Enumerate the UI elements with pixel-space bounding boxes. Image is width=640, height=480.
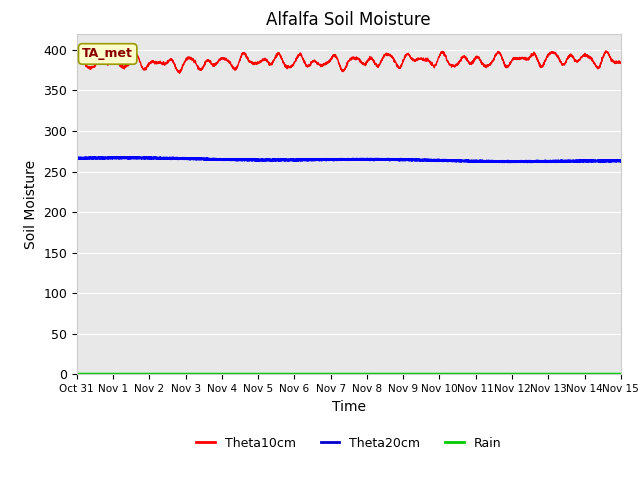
Y-axis label: Soil Moisture: Soil Moisture [24, 159, 38, 249]
Rain [617, 371, 625, 376]
Theta10cm [548, 49, 556, 55]
Theta10cm [175, 70, 183, 76]
Line: Theta20cm: Theta20cm [77, 157, 621, 162]
Theta20cm [282, 157, 289, 163]
X-axis label: Time: Time [332, 400, 366, 414]
Rain [167, 371, 175, 376]
Title: Alfalfa Soil Moisture: Alfalfa Soil Moisture [266, 11, 431, 29]
Rain [282, 371, 289, 376]
Theta20cm [73, 156, 81, 161]
Theta20cm [548, 158, 556, 164]
Theta10cm [282, 65, 289, 71]
Theta20cm [135, 155, 143, 160]
Rain [305, 371, 313, 376]
Theta20cm [116, 154, 124, 160]
Rain [73, 371, 81, 376]
Legend: Theta10cm, Theta20cm, Rain: Theta10cm, Theta20cm, Rain [191, 432, 507, 455]
Theta20cm [617, 158, 625, 164]
Theta20cm [305, 157, 313, 163]
Theta10cm [602, 48, 609, 54]
Theta10cm [607, 54, 614, 60]
Rain [548, 371, 556, 376]
Theta20cm [528, 159, 536, 165]
Theta10cm [73, 56, 81, 61]
Theta20cm [607, 158, 614, 164]
Rain [606, 371, 614, 376]
Text: TA_met: TA_met [82, 48, 133, 60]
Line: Theta10cm: Theta10cm [77, 51, 621, 73]
Theta10cm [167, 58, 175, 63]
Theta10cm [617, 60, 625, 65]
Theta10cm [135, 55, 143, 61]
Theta20cm [168, 156, 175, 162]
Rain [135, 371, 143, 376]
Theta10cm [305, 63, 313, 69]
